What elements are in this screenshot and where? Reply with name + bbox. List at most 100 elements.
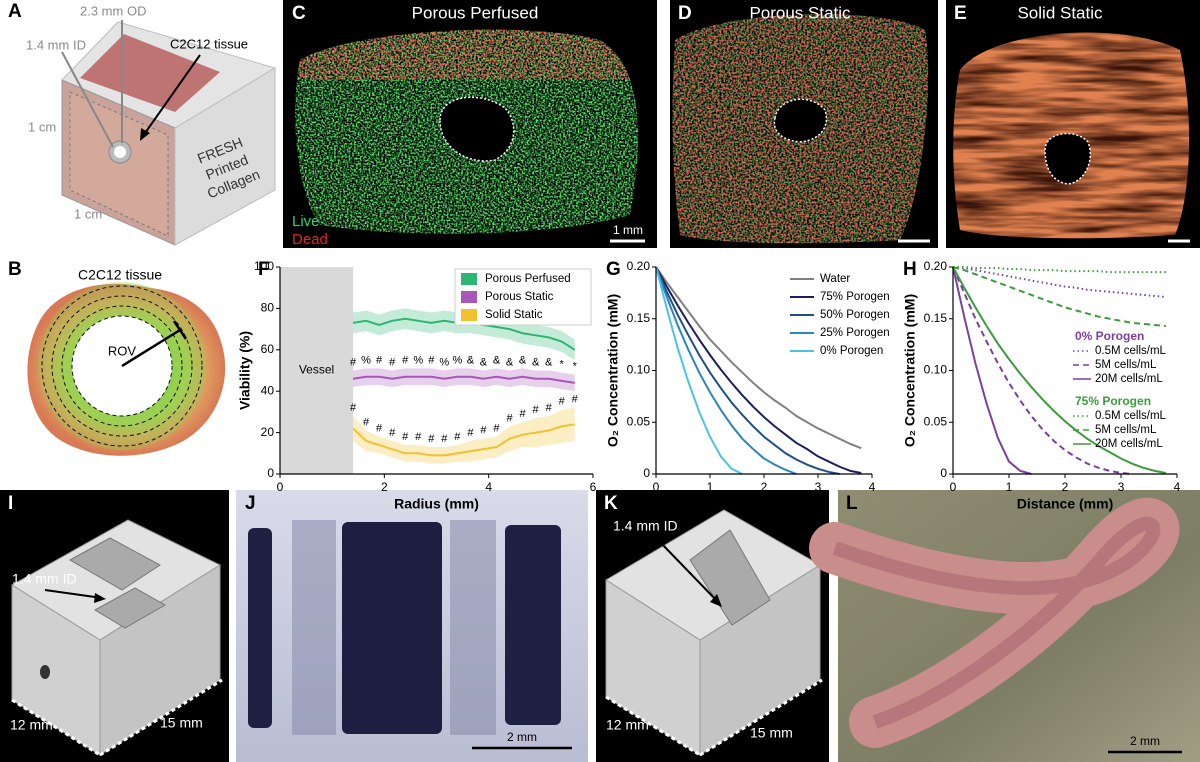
panel-label: I bbox=[8, 493, 13, 514]
label: 1.4 mm ID bbox=[12, 571, 77, 587]
port bbox=[40, 665, 50, 679]
series-line bbox=[655, 266, 743, 475]
panel-c: C Porous Perfused Live Dead 1 mm bbox=[283, 0, 657, 248]
x-axis-label: Radius (mm) bbox=[394, 496, 479, 512]
panel-j: 2 mm J bbox=[236, 490, 588, 762]
x-tick-label: 0 bbox=[277, 480, 284, 494]
significance-marker: & bbox=[493, 354, 501, 366]
legend-group-title: 0% Porogen bbox=[1075, 329, 1144, 343]
series-line bbox=[655, 266, 862, 450]
significance-marker: % bbox=[361, 354, 371, 366]
significance-marker: & bbox=[480, 356, 488, 368]
series-line bbox=[952, 266, 1166, 474]
y-tick-label: 0 bbox=[643, 466, 650, 480]
legend-label: 0.5M cells/mL bbox=[1095, 345, 1167, 357]
significance-marker: # bbox=[480, 425, 487, 437]
series-line bbox=[952, 266, 1166, 299]
y-tick-label: 40 bbox=[261, 383, 275, 397]
legend-label: 20M cells/mL bbox=[1095, 438, 1163, 450]
panel-title: C2C12 tissue bbox=[78, 267, 162, 283]
panel-l: 2 mm L bbox=[809, 490, 1200, 762]
x-tick-label: 1 bbox=[707, 480, 714, 494]
significance-marker: # bbox=[428, 433, 435, 445]
legend-live: Live bbox=[292, 213, 320, 230]
panel-label: L bbox=[846, 493, 858, 514]
x-tick-label: 6 bbox=[590, 480, 597, 494]
legend-label: 0% Porogen bbox=[820, 345, 883, 357]
panel-d: D Porous Static bbox=[670, 0, 938, 248]
legend-label: Solid Static bbox=[485, 309, 543, 321]
significance-marker: # bbox=[389, 427, 396, 439]
panel-i: I 1.4 mm ID 12 mm 15 mm bbox=[0, 490, 229, 762]
channel-cut bbox=[68, 537, 161, 591]
x-tick-label: 2 bbox=[381, 480, 388, 494]
y-axis-label: O₂ Concentration (mM) bbox=[902, 294, 918, 447]
y-tick-label: 0.05 bbox=[924, 414, 948, 428]
y-tick-label: 0.20 bbox=[627, 259, 651, 273]
x-axis-label: Distance (mm) bbox=[1017, 496, 1113, 512]
dimension-edge bbox=[99, 678, 223, 757]
significance-marker: # bbox=[376, 354, 383, 366]
x-tick-label: 1 bbox=[1006, 480, 1013, 494]
significance-marker: # bbox=[441, 433, 448, 445]
vessel-outline bbox=[773, 98, 828, 143]
legend-dead: Dead bbox=[292, 231, 328, 248]
significance-marker: # bbox=[520, 408, 527, 420]
legend-swatch bbox=[461, 309, 477, 321]
significance-marker: * bbox=[560, 358, 565, 370]
legend-label: 25% Porogen bbox=[820, 327, 890, 339]
legend-label: 75% Porogen bbox=[820, 291, 890, 303]
significance-marker: # bbox=[546, 402, 553, 414]
panel-label: J bbox=[245, 493, 256, 514]
series-line bbox=[655, 266, 840, 475]
significance-marker: % bbox=[439, 356, 449, 368]
label: 15 mm bbox=[160, 715, 203, 731]
arrow bbox=[659, 541, 719, 603]
significance-marker: # bbox=[389, 356, 396, 368]
label: 15 mm bbox=[750, 725, 793, 741]
panel-a: A 2.3 mm OD 1.4 mm ID C2C12 tissue 1 cm … bbox=[8, 1, 277, 246]
panel-label: F bbox=[258, 259, 270, 280]
series-line bbox=[352, 375, 575, 384]
rov-label: ROV bbox=[108, 343, 137, 358]
radius-ring bbox=[51, 295, 193, 437]
significance-marker: & bbox=[532, 356, 540, 368]
panel-label: G bbox=[606, 259, 621, 280]
region-label: Vessel bbox=[299, 363, 334, 377]
series-line bbox=[952, 266, 1032, 475]
x-tick-label: 4 bbox=[1174, 480, 1181, 494]
panel-label: A bbox=[8, 1, 22, 22]
arrow-head bbox=[140, 128, 150, 141]
significance-marker: # bbox=[363, 416, 370, 428]
channel bbox=[342, 522, 442, 734]
series-line bbox=[352, 423, 575, 457]
y-tick-label: 0.05 bbox=[627, 414, 651, 428]
scale-label: 2 mm bbox=[1130, 734, 1160, 748]
arrow-head bbox=[710, 594, 722, 607]
legend-swatch bbox=[461, 291, 477, 303]
label: 1.4 mm ID bbox=[26, 37, 86, 52]
y-tick-label: 0.15 bbox=[924, 311, 948, 325]
shaded-region bbox=[280, 267, 354, 474]
x-tick-label: 4 bbox=[485, 480, 492, 494]
y-tick-label: 0 bbox=[940, 466, 947, 480]
significance-marker: & bbox=[545, 356, 553, 368]
panel-k: K 1.4 mm ID 12 mm 15 mm bbox=[596, 490, 829, 762]
y-axis-label: O₂ Concentration (mM) bbox=[605, 294, 621, 447]
series-line bbox=[952, 266, 1133, 475]
arrow-head bbox=[94, 593, 106, 603]
tube-lumen bbox=[832, 516, 1161, 729]
series-line bbox=[655, 266, 797, 475]
radius-ring bbox=[41, 285, 203, 447]
significance-marker: & bbox=[519, 354, 527, 366]
legend-box bbox=[454, 268, 592, 326]
legend-swatch bbox=[461, 273, 477, 285]
x-tick-label: 0 bbox=[950, 480, 957, 494]
strut bbox=[292, 520, 336, 735]
panel-label: B bbox=[8, 259, 22, 280]
label: 2.3 mm OD bbox=[80, 3, 146, 18]
significance-marker: # bbox=[376, 423, 383, 435]
dimension-edge bbox=[11, 698, 101, 757]
y-tick-label: 100 bbox=[254, 259, 274, 273]
